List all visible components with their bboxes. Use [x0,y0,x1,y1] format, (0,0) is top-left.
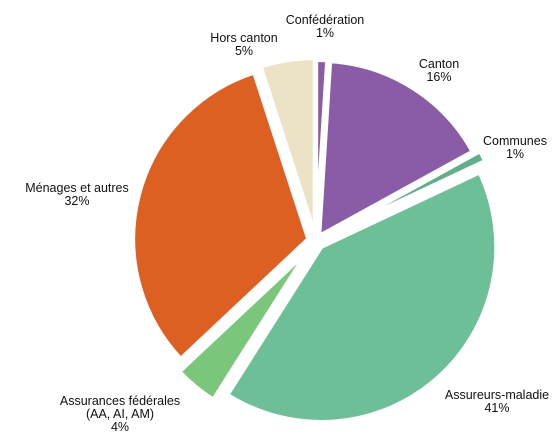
slice-name-label: Confédération [286,13,365,27]
slice-value-label: 1% [506,147,524,161]
slice-label-assurances-federales: Assurances fédérales (AA, AI, AM) 4% [60,394,180,434]
slice-value-label: 32% [64,194,89,208]
pie-slice-assurances-federales [177,249,310,402]
pie-slice-hors-canton [258,56,317,236]
slice-name-label: Hors canton [210,31,277,45]
slice-value-label: 1% [316,26,334,40]
slice-label-communes: Communes 1% [483,134,547,161]
slice-name-label: Assureurs-maladie [445,388,549,402]
pie-slices [131,56,499,424]
slice-label-hors-canton: Hors canton 5% [210,31,277,58]
pie-slice-menages-et-autres [131,70,311,361]
slice-label-assureurs-maladie: Assureurs-maladie 41% [445,388,549,415]
slice-name-label: Canton [419,57,459,71]
slice-name-label: (AA, AI, AM) [86,407,154,421]
slice-name-label: Ménages et autres [25,181,129,195]
pie-slice-canton [317,59,475,238]
slice-value-label: 16% [426,70,451,84]
pie-slice-communes [324,149,488,238]
slice-name-label: Assurances fédérales [60,394,180,408]
slice-label-confederation: Confédération 1% [286,13,365,40]
slice-value-label: 5% [235,44,253,58]
slice-label-menages-et-autres: Ménages et autres 32% [25,181,129,208]
pie-slice-assureurs-maladie [225,170,499,424]
pie-labels: Confédération 1%Canton 16%Communes 1%Assure… [25,13,549,434]
slice-value-label: 41% [484,401,509,415]
slice-name-label: Communes [483,134,547,148]
slice-value-label: 4% [111,420,129,434]
slice-label-canton: Canton 16% [419,57,459,84]
